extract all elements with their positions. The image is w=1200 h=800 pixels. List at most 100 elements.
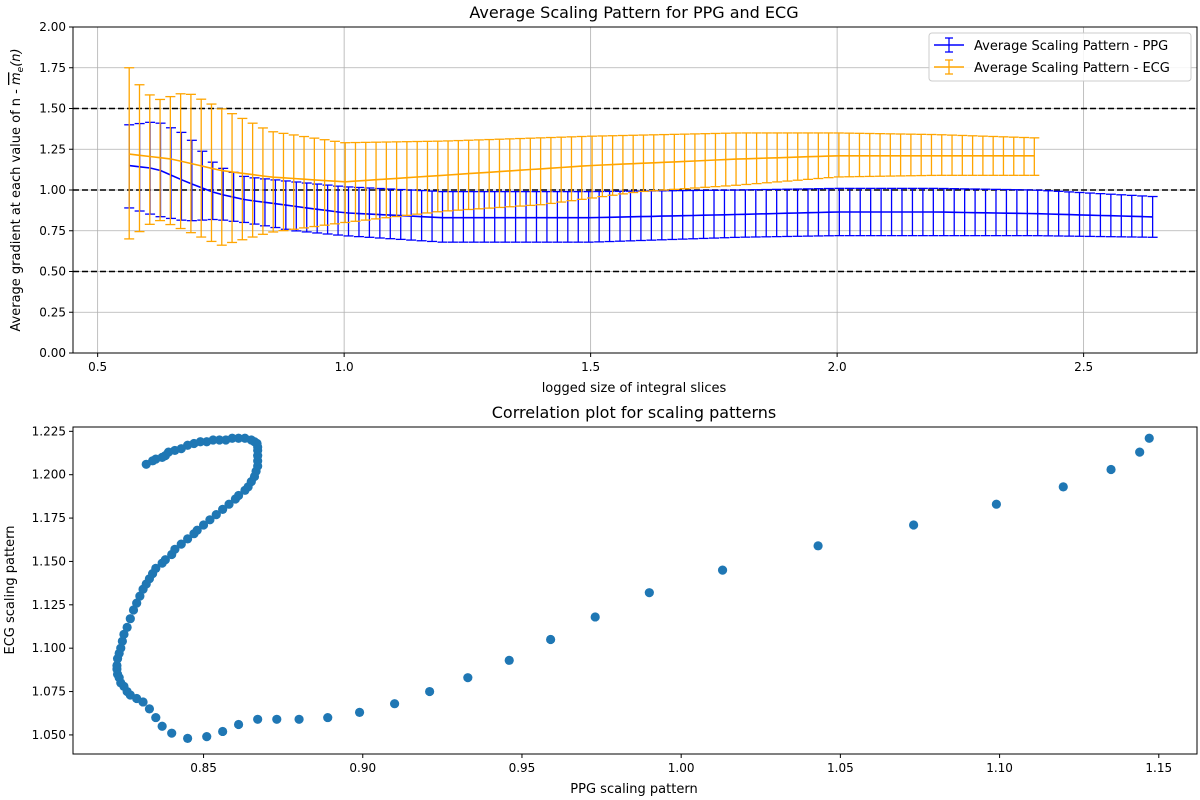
scatter-point — [1135, 447, 1145, 457]
scatter-point — [221, 435, 231, 445]
y-tick-label: 1.125 — [32, 598, 66, 612]
scatter-point — [122, 622, 132, 632]
scatter-point — [463, 673, 473, 683]
y-axis-label: Average gradient at each value of n - me… — [9, 48, 26, 331]
series-container — [124, 67, 1158, 246]
x-tick-label: 1.15 — [1145, 761, 1172, 775]
scatter-point — [644, 588, 654, 598]
scatter-point — [128, 605, 139, 615]
x-axis-ticks: 0.85 0.90 0.95 1.00 1.05 1.10 1.15 — [190, 754, 1172, 775]
scatter-point — [294, 714, 304, 724]
scatter-point — [170, 544, 180, 554]
x-tick-label: 1.00 — [668, 761, 695, 775]
y-axis-label-prefix: Average gradient at each value of n - — [9, 85, 24, 332]
y-axis-label-symbol: m — [9, 72, 24, 85]
legend-label-ppg: Average Scaling Pattern - PPG — [974, 39, 1168, 54]
scatter-point — [160, 555, 170, 565]
correlation-chart: Correlation plot for scaling patterns 0.… — [3, 403, 1198, 797]
x-tick-label: 0.95 — [509, 761, 536, 775]
scatter-point — [717, 565, 728, 575]
scatter-point — [176, 539, 186, 549]
scatter-point — [205, 515, 215, 525]
series-line — [129, 153, 1035, 183]
y-axis-ticks: 1.050 1.075 1.100 1.125 1.150 1.175 1.200 1.225 — [32, 424, 73, 742]
x-tick-label: 2.0 — [828, 360, 847, 374]
y-axis-ticks: 0.00 0.25 0.50 0.75 1.00 1.25 1.50 1.75 2.00 — [39, 20, 73, 360]
legend-symbol-ecg — [934, 59, 964, 75]
y-tick-label: 0.50 — [39, 265, 66, 279]
legend-symbol-ppg — [934, 37, 964, 53]
scatter-point — [151, 712, 161, 723]
scatter-point — [157, 721, 167, 731]
y-tick-label: 1.225 — [32, 424, 66, 438]
y-tick-label: 1.00 — [39, 183, 66, 197]
y-tick-label: 1.75 — [39, 61, 66, 75]
scatter-point — [167, 728, 177, 738]
y-tick-label: 0.75 — [39, 224, 66, 238]
y-tick-label: 1.50 — [39, 102, 66, 116]
scaling-pattern-chart: Average Scaling Pattern for PPG and ECG … — [9, 3, 1198, 396]
legend-box — [928, 32, 1192, 82]
scatter-point — [991, 499, 1001, 509]
chart-title: Average Scaling Pattern for PPG and ECG — [469, 3, 798, 22]
scatter-point — [233, 719, 244, 730]
x-tick-label: 1.5 — [581, 360, 600, 374]
scatter-point — [224, 499, 234, 509]
x-tick-label: 0.90 — [349, 761, 376, 775]
y-axis-label: ECG scaling pattern — [3, 526, 18, 655]
x-tick-label: 2.5 — [1074, 360, 1093, 374]
scatter-point — [253, 714, 263, 724]
x-axis-label: PPG scaling pattern — [570, 782, 697, 797]
y-tick-label: 1.050 — [32, 728, 66, 742]
series-ppg — [124, 121, 1158, 243]
series-ecg — [124, 67, 1040, 246]
scatter-point — [192, 525, 202, 535]
plot-frame — [72, 426, 1198, 755]
scatter-point — [233, 433, 244, 443]
scatter-point — [125, 614, 135, 624]
scatter-point — [141, 459, 151, 469]
x-tick-label: 1.0 — [335, 360, 354, 374]
scatter-point — [323, 712, 333, 723]
scatter-point — [112, 660, 122, 671]
series-line — [129, 164, 1153, 219]
scatter-point — [504, 655, 514, 665]
scatter-point — [909, 520, 919, 530]
scatter-point — [218, 504, 228, 515]
scatter-point — [546, 634, 556, 645]
scatter-point — [119, 629, 129, 639]
scatter-point — [272, 714, 282, 724]
y-tick-label: 0.00 — [39, 346, 66, 360]
x-axis-label: logged size of integral slices — [542, 381, 727, 396]
scatter-point — [218, 726, 228, 737]
scatter-point — [211, 510, 221, 520]
scatter-point — [144, 704, 155, 714]
x-tick-label: 1.10 — [986, 761, 1013, 775]
y-tick-label: 1.150 — [32, 554, 66, 568]
y-tick-label: 1.175 — [32, 511, 66, 525]
scatter-point — [132, 598, 142, 608]
scatter-point — [214, 435, 225, 445]
scatter-point — [151, 563, 161, 573]
legend-entry-ecg: Average Scaling Pattern - ECG — [934, 59, 1170, 76]
scatter-point — [117, 636, 127, 646]
legend: Average Scaling Pattern - PPG Average Sc… — [928, 32, 1192, 82]
scatter-point — [590, 612, 600, 622]
scatter-point — [1106, 464, 1116, 475]
scatter-point — [116, 643, 126, 653]
scatter-point — [233, 490, 244, 501]
scatter-point — [202, 437, 212, 447]
scatter-point — [183, 733, 193, 743]
y-tick-label: 1.075 — [32, 685, 66, 699]
y-tick-label: 0.25 — [39, 305, 66, 319]
scatter-points — [112, 433, 1154, 743]
y-axis-label-subscript: e — [16, 66, 26, 72]
x-axis-ticks: 0.5 1.0 1.5 2.0 2.5 — [88, 353, 1093, 374]
scatter-point — [1144, 433, 1154, 443]
x-tick-label: 0.85 — [190, 761, 217, 775]
y-tick-label: 2.00 — [39, 20, 66, 34]
chart-title: Correlation plot for scaling patterns — [492, 403, 776, 422]
legend-label-ecg: Average Scaling Pattern - ECG — [974, 61, 1170, 76]
